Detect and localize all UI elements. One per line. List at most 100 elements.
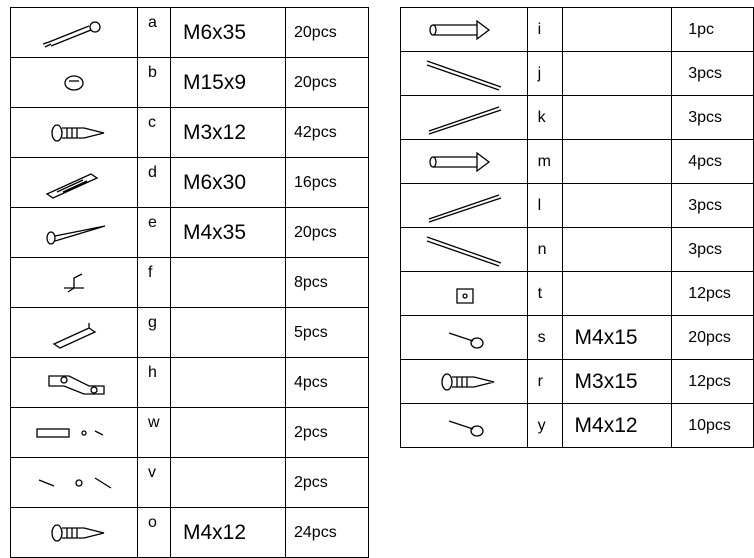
part-row: l 3pcs: [400, 183, 754, 228]
part-qty: 20pcs: [285, 7, 369, 58]
part-qty: 12pcs: [671, 359, 754, 404]
page: a M6x35 20pcs b M15x9 20pcs c M3x12 42pcs d M6x30 1…: [10, 7, 754, 558]
part-qty: 8pcs: [285, 257, 369, 308]
parts-table-right: i 1pc j 3pcs k 3pcs m 4pcs l 3pcs n 3pcs t 12pcs s M4x1…: [400, 7, 754, 448]
part-letter: b: [137, 57, 171, 108]
part-qty: 42pcs: [285, 107, 369, 158]
part-row: v 2pcs: [10, 457, 369, 508]
part-row: o M4x12 24pcs: [10, 507, 369, 558]
part-qty: 20pcs: [671, 315, 754, 360]
part-row: b M15x9 20pcs: [10, 57, 369, 108]
part-letter: y: [526, 403, 563, 448]
part-qty: 10pcs: [671, 403, 754, 448]
part-row: y M4x12 10pcs: [400, 403, 754, 448]
part-size: M3x15: [561, 359, 673, 404]
part-letter: a: [137, 7, 171, 58]
part-icon: [400, 227, 528, 272]
part-icon: [10, 7, 138, 58]
part-icon: [400, 271, 528, 316]
part-letter: e: [137, 207, 171, 258]
part-icon: [400, 403, 528, 448]
part-letter: j: [526, 51, 563, 96]
part-icon: [10, 307, 138, 358]
part-icon: [400, 95, 528, 140]
part-icon: [400, 7, 528, 52]
part-icon: [10, 157, 138, 208]
part-qty: 24pcs: [285, 507, 369, 558]
part-qty: 5pcs: [285, 307, 369, 358]
part-letter: i: [526, 7, 563, 52]
part-size: [170, 457, 286, 508]
part-icon: [400, 183, 528, 228]
part-size: M6x35: [170, 7, 286, 58]
part-size: M4x12: [561, 403, 673, 448]
part-size: [561, 183, 673, 228]
part-icon: [10, 57, 138, 108]
part-letter: m: [526, 139, 563, 184]
part-qty: 3pcs: [671, 183, 754, 228]
part-letter: t: [526, 271, 563, 316]
part-size: M6x30: [170, 157, 286, 208]
part-qty: 4pcs: [285, 357, 369, 408]
part-letter: v: [137, 457, 171, 508]
part-size: [561, 227, 673, 272]
part-letter: n: [526, 227, 563, 272]
part-row: j 3pcs: [400, 51, 754, 96]
part-qty: 16pcs: [285, 157, 369, 208]
part-row: c M3x12 42pcs: [10, 107, 369, 158]
part-row: n 3pcs: [400, 227, 754, 272]
part-qty: 20pcs: [285, 57, 369, 108]
part-icon: [10, 507, 138, 558]
part-size: [170, 357, 286, 408]
part-row: m 4pcs: [400, 139, 754, 184]
part-row: g 5pcs: [10, 307, 369, 358]
part-row: w 2pcs: [10, 407, 369, 458]
part-row: t 12pcs: [400, 271, 754, 316]
part-size: [170, 257, 286, 308]
part-letter: c: [137, 107, 171, 158]
part-qty: 3pcs: [671, 51, 754, 96]
part-qty: 1pc: [671, 7, 754, 52]
part-row: i 1pc: [400, 7, 754, 52]
part-letter: r: [526, 359, 563, 404]
part-size: M4x35: [170, 207, 286, 258]
part-row: s M4x15 20pcs: [400, 315, 754, 360]
part-letter: h: [137, 357, 171, 408]
part-icon: [10, 207, 138, 258]
part-size: [170, 407, 286, 458]
part-row: f 8pcs: [10, 257, 369, 308]
part-icon: [400, 315, 528, 360]
part-qty: 4pcs: [671, 139, 754, 184]
part-row: k 3pcs: [400, 95, 754, 140]
part-size: [561, 95, 673, 140]
part-row: h 4pcs: [10, 357, 369, 408]
part-letter: l: [526, 183, 563, 228]
part-row: a M6x35 20pcs: [10, 7, 369, 58]
part-qty: 12pcs: [671, 271, 754, 316]
part-icon: [10, 107, 138, 158]
part-letter: g: [137, 307, 171, 358]
part-icon: [400, 359, 528, 404]
part-icon: [10, 457, 138, 508]
part-icon: [10, 357, 138, 408]
parts-table-left: a M6x35 20pcs b M15x9 20pcs c M3x12 42pcs d M6x30 1…: [10, 7, 369, 558]
part-size: [561, 51, 673, 96]
part-size: M4x12: [170, 507, 286, 558]
part-qty: 3pcs: [671, 95, 754, 140]
part-row: r M3x15 12pcs: [400, 359, 754, 404]
part-row: d M6x30 16pcs: [10, 157, 369, 208]
part-qty: 20pcs: [285, 207, 369, 258]
part-qty: 2pcs: [285, 407, 369, 458]
part-icon: [10, 257, 138, 308]
part-qty: 2pcs: [285, 457, 369, 508]
part-row: e M4x35 20pcs: [10, 207, 369, 258]
part-letter: w: [137, 407, 171, 458]
part-size: M3x12: [170, 107, 286, 158]
part-letter: f: [137, 257, 171, 308]
part-letter: k: [526, 95, 563, 140]
part-letter: d: [137, 157, 171, 208]
part-icon: [400, 51, 528, 96]
part-size: M15x9: [170, 57, 286, 108]
part-size: [561, 139, 673, 184]
part-qty: 3pcs: [671, 227, 754, 272]
